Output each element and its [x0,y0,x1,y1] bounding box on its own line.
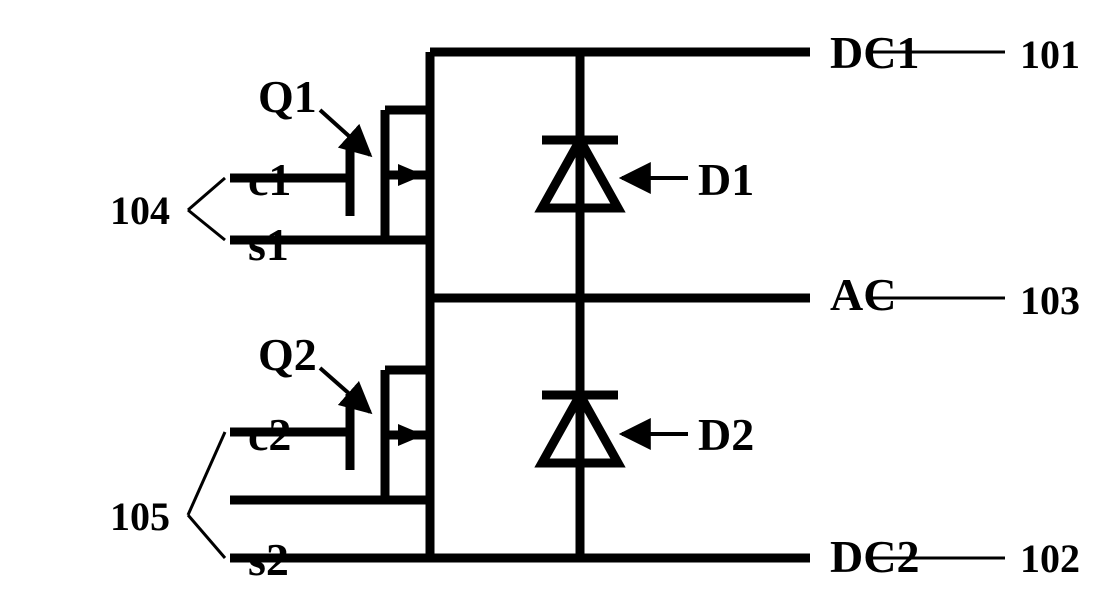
bracket-104-b [188,210,225,240]
leader-q2 [320,368,370,412]
q2-arrow [398,424,424,446]
label-s1: s1 [248,219,289,270]
label-q1: Q1 [258,71,317,122]
bracket-104-a [188,178,225,210]
circuit-diagram: Q1 Q2 c1 s1 c2 s2 DC1 AC DC2 D1 D2 101 102 103 104 105 [0,0,1110,605]
q1-arrow [398,164,424,186]
label-d2: D2 [698,409,754,460]
label-c1: c1 [248,154,291,205]
label-103: 103 [1020,278,1080,323]
label-s2: s2 [248,534,289,585]
label-c2: c2 [248,409,291,460]
bracket-105-a [188,432,225,515]
bracket-105-b [188,515,225,558]
label-ac: AC [830,269,896,320]
label-102: 102 [1020,536,1080,581]
label-105: 105 [110,494,170,539]
label-dc1: DC1 [830,27,919,78]
label-101: 101 [1020,32,1080,77]
leader-q1 [320,110,370,155]
label-dc2: DC2 [830,531,919,582]
label-104: 104 [110,188,170,233]
label-q2: Q2 [258,329,317,380]
label-d1: D1 [698,154,754,205]
